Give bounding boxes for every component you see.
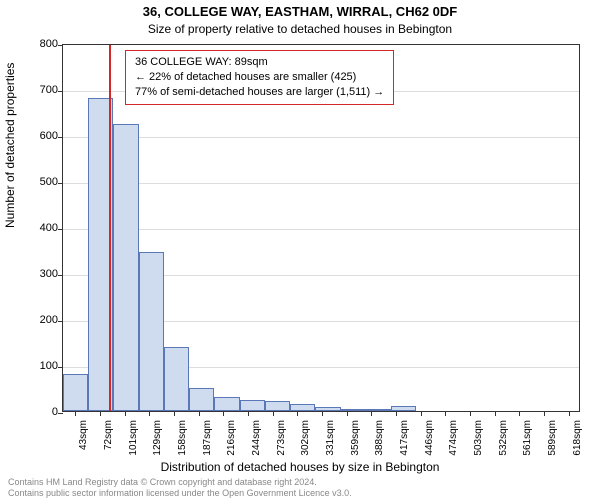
x-tick-mark [421, 411, 422, 416]
x-tick-label: 72sqm [103, 420, 114, 460]
chart-title-sub: Size of property relative to detached ho… [0, 22, 600, 36]
x-tick-mark [273, 411, 274, 416]
x-tick-label: 43sqm [78, 420, 89, 460]
y-tick-label: 0 [18, 406, 58, 418]
y-tick-label: 500 [18, 176, 58, 188]
callout-box: 36 COLLEGE WAY: 89sqm ← 22% of detached … [125, 50, 394, 105]
x-tick-mark [248, 411, 249, 416]
x-tick-label: 187sqm [202, 420, 213, 460]
x-tick-label: 244sqm [251, 420, 262, 460]
x-tick-mark [75, 411, 76, 416]
x-tick-label: 302sqm [300, 420, 311, 460]
x-tick-label: 158sqm [177, 420, 188, 460]
reference-marker-line [109, 45, 111, 411]
x-tick-label: 618sqm [572, 420, 583, 460]
y-tick-label: 800 [18, 38, 58, 50]
plot-area: 36 COLLEGE WAY: 89sqm ← 22% of detached … [62, 44, 580, 412]
x-tick-label: 532sqm [498, 420, 509, 460]
attribution-line-2: Contains public sector information licen… [8, 488, 352, 498]
histogram-bar [391, 406, 416, 411]
histogram-bar [341, 409, 366, 411]
y-tick-label: 600 [18, 130, 58, 142]
histogram-bar [139, 252, 164, 411]
x-tick-mark [223, 411, 224, 416]
x-tick-mark [347, 411, 348, 416]
x-tick-mark [544, 411, 545, 416]
y-tick-label: 100 [18, 360, 58, 372]
histogram-bar [315, 407, 340, 411]
x-tick-mark [445, 411, 446, 416]
y-axis-label: Number of detached properties [3, 63, 17, 228]
x-tick-label: 589sqm [547, 420, 558, 460]
y-tick-mark [58, 413, 63, 414]
callout-line-2: ← 22% of detached houses are smaller (42… [135, 70, 384, 85]
x-axis-label: Distribution of detached houses by size … [0, 460, 600, 474]
x-tick-label: 446sqm [424, 420, 435, 460]
histogram-bar [113, 124, 138, 412]
chart-title-main: 36, COLLEGE WAY, EASTHAM, WIRRAL, CH62 0… [0, 4, 600, 19]
histogram-bar [366, 409, 391, 411]
x-tick-label: 388sqm [374, 420, 385, 460]
x-tick-label: 331sqm [325, 420, 336, 460]
x-tick-mark [470, 411, 471, 416]
x-tick-mark [149, 411, 150, 416]
attribution-text: Contains HM Land Registry data © Crown c… [8, 477, 352, 498]
x-tick-mark [371, 411, 372, 416]
histogram-bar [290, 404, 315, 411]
callout-line-1: 36 COLLEGE WAY: 89sqm [135, 55, 384, 70]
y-tick-label: 300 [18, 268, 58, 280]
x-tick-mark [396, 411, 397, 416]
histogram-bar [240, 400, 265, 412]
x-tick-mark [199, 411, 200, 416]
x-tick-mark [297, 411, 298, 416]
attribution-line-1: Contains HM Land Registry data © Crown c… [8, 477, 352, 487]
y-tick-label: 200 [18, 314, 58, 326]
x-tick-mark [174, 411, 175, 416]
x-tick-mark [322, 411, 323, 416]
x-tick-label: 216sqm [226, 420, 237, 460]
callout-line-3: 77% of semi-detached houses are larger (… [135, 85, 384, 100]
x-tick-label: 417sqm [399, 420, 410, 460]
x-tick-mark [100, 411, 101, 416]
x-tick-label: 129sqm [152, 420, 163, 460]
x-tick-label: 359sqm [350, 420, 361, 460]
x-tick-mark [495, 411, 496, 416]
x-tick-label: 474sqm [448, 420, 459, 460]
histogram-bar [265, 401, 290, 411]
x-tick-mark [125, 411, 126, 416]
histogram-bar [164, 347, 189, 411]
histogram-bar [63, 374, 88, 411]
x-tick-mark [519, 411, 520, 416]
histogram-bar [214, 397, 239, 411]
x-tick-label: 101sqm [128, 420, 139, 460]
x-tick-label: 503sqm [473, 420, 484, 460]
y-tick-label: 700 [18, 84, 58, 96]
y-tick-label: 400 [18, 222, 58, 234]
x-tick-label: 561sqm [522, 420, 533, 460]
x-tick-mark [569, 411, 570, 416]
histogram-bar [189, 388, 214, 411]
x-tick-label: 273sqm [276, 420, 287, 460]
